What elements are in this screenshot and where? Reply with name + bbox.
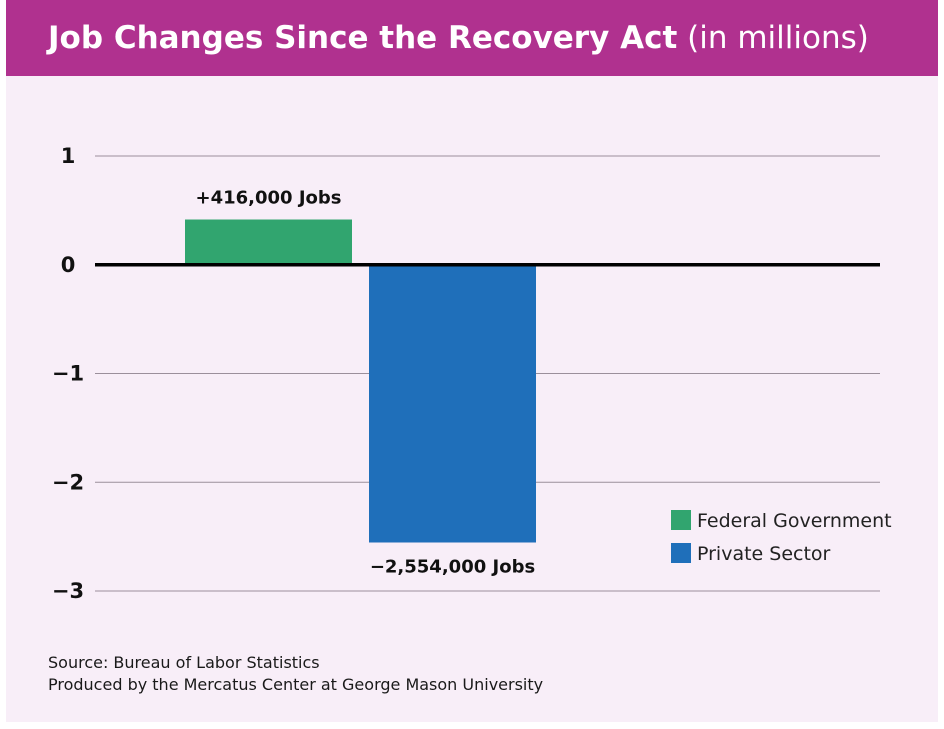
chart-title: Job Changes Since the Recovery Act (in m…	[48, 18, 869, 58]
legend: Federal Government Private Sector	[671, 510, 892, 565]
y-axis-ticks: 1 0 −1 −2 −3	[52, 144, 84, 603]
source-note: Source: Bureau of Labor Statistics Produ…	[48, 652, 543, 696]
legend-label: Private Sector	[697, 543, 831, 565]
y-tick-label: −1	[52, 362, 84, 386]
legend-label: Federal Government	[697, 510, 892, 532]
bar-private-sector	[369, 264, 536, 543]
produced-by-line: Produced by the Mercatus Center at Georg…	[48, 675, 544, 694]
chart-title-units: (in millions)	[687, 20, 869, 56]
legend-swatch	[671, 510, 691, 530]
source-line: Source: Bureau of Labor Statistics	[48, 653, 320, 672]
data-label: −2,554,000 Jobs	[370, 556, 535, 577]
title-bar: Job Changes Since the Recovery Act (in m…	[6, 0, 938, 76]
bar-federal-government	[185, 219, 352, 265]
chart-title-main: Job Changes Since the Recovery Act	[48, 20, 678, 56]
y-tick-label: 1	[61, 144, 76, 168]
bars	[95, 219, 880, 543]
y-tick-label: −2	[52, 470, 84, 494]
data-label: +416,000 Jobs	[196, 188, 342, 209]
legend-swatch	[671, 543, 691, 563]
y-tick-label: −3	[52, 579, 84, 603]
y-tick-label: 0	[61, 253, 76, 277]
data-labels: +416,000 Jobs −2,554,000 Jobs	[196, 188, 536, 578]
